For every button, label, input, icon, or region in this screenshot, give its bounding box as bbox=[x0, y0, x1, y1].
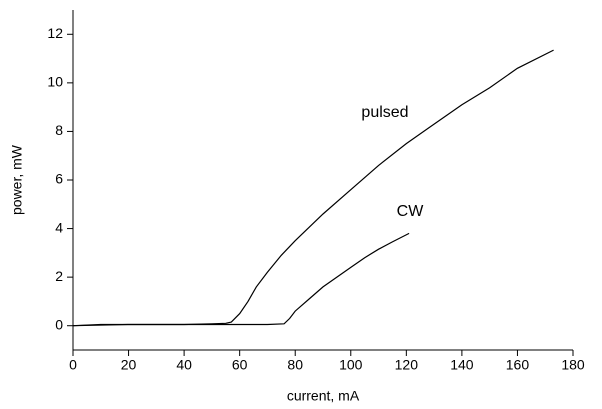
x-tick-label: 40 bbox=[176, 357, 192, 373]
y-tick-label: 6 bbox=[55, 171, 63, 187]
x-tick-label: 140 bbox=[450, 357, 474, 373]
x-tick-label: 0 bbox=[69, 357, 77, 373]
y-axis-label: power, mW bbox=[9, 144, 25, 215]
x-tick-label: 20 bbox=[121, 357, 137, 373]
x-tick-label: 80 bbox=[287, 357, 303, 373]
series-line bbox=[72, 232, 410, 327]
y-tick-label: 2 bbox=[55, 268, 63, 284]
annotation: CW bbox=[397, 203, 425, 220]
y-tick-label: 8 bbox=[55, 122, 63, 138]
series-line bbox=[72, 49, 554, 327]
x-tick-label: 180 bbox=[561, 357, 585, 373]
y-tick-label: 12 bbox=[47, 25, 63, 41]
x-tick-label: 160 bbox=[506, 357, 530, 373]
x-tick-label: 120 bbox=[395, 357, 419, 373]
x-tick-label: 60 bbox=[232, 357, 248, 373]
y-tick-label: 10 bbox=[47, 74, 63, 90]
x-axis-label: current, mA bbox=[287, 388, 360, 404]
x-tick-label: 100 bbox=[339, 357, 363, 373]
annotation: pulsed bbox=[361, 104, 408, 121]
y-tick-label: 4 bbox=[55, 219, 63, 235]
y-tick-label: 0 bbox=[55, 316, 63, 332]
